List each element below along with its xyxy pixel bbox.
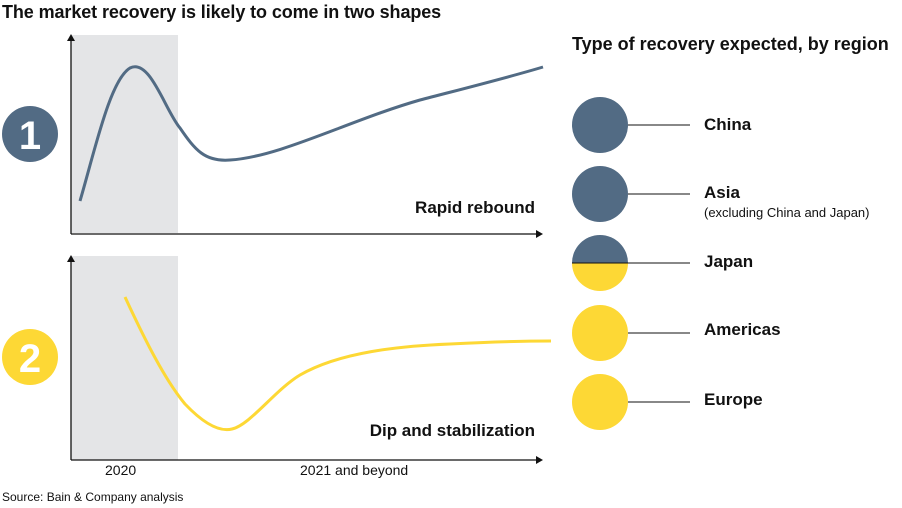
legend-label-china: China (704, 115, 752, 134)
x-tick-2020: 2020 (105, 462, 137, 478)
x-axis-arrow-top (536, 230, 543, 238)
rapid-rebound-label: Rapid rebound (415, 198, 535, 217)
legend-label-asia: Asia (704, 183, 740, 202)
rapid-rebound-curve (78, 65, 544, 202)
badge-1-text: 1 (19, 114, 41, 158)
y-axis-arrow-top (67, 34, 75, 41)
legend-marker-japan (572, 235, 690, 291)
dip-stabilization-label: Dip and stabilization (369, 421, 535, 440)
shaded-period-2020-bottom (71, 256, 178, 460)
badge-2-circle (2, 329, 58, 385)
source-note: Source: Bain & Company analysis (2, 490, 184, 504)
legend-marker-americas (572, 305, 690, 361)
shaded-period-2020-top (71, 35, 178, 233)
dip-stabilization-curve (123, 296, 552, 432)
x-tick-2021-beyond: 2021 and beyond (300, 462, 409, 478)
legend-label-europe: Europe (704, 390, 763, 409)
legend-marker-europe (572, 374, 690, 430)
legend-marker-asia (572, 166, 690, 222)
legend-label-americas: Americas (704, 320, 781, 339)
legend-heading: Type of recovery expected, by region (572, 34, 889, 54)
legend-sublabel-asia: (excluding China and Japan) (704, 205, 870, 220)
legend-marker-china (572, 97, 690, 153)
badge-1-circle (2, 106, 58, 162)
legend-label-japan: Japan (704, 252, 754, 271)
x-axis-arrow-bottom (536, 456, 543, 464)
y-axis-arrow-bottom (67, 255, 75, 262)
badge-2-text: 2 (19, 337, 41, 381)
chart-title: The market recovery is likely to come in… (2, 2, 442, 22)
